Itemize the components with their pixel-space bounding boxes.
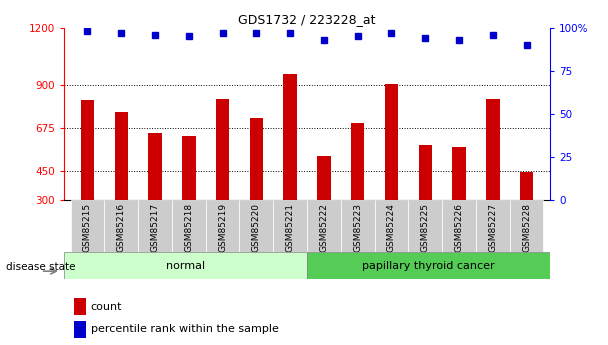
Text: count: count bbox=[91, 302, 122, 312]
Text: GSM85223: GSM85223 bbox=[353, 203, 362, 252]
Bar bbox=[182, 136, 196, 258]
Bar bbox=[307, 252, 550, 279]
Text: GSM85222: GSM85222 bbox=[319, 203, 328, 252]
Bar bbox=[317, 156, 331, 258]
Bar bbox=[105, 200, 138, 252]
Bar bbox=[486, 99, 500, 258]
Text: GSM85224: GSM85224 bbox=[387, 203, 396, 252]
Bar bbox=[138, 200, 172, 252]
Bar bbox=[283, 73, 297, 258]
Bar bbox=[74, 298, 86, 315]
Text: percentile rank within the sample: percentile rank within the sample bbox=[91, 324, 278, 334]
Text: GSM85221: GSM85221 bbox=[286, 203, 295, 252]
Bar bbox=[452, 147, 466, 258]
Text: GSM85220: GSM85220 bbox=[252, 203, 261, 252]
Text: GSM85219: GSM85219 bbox=[218, 203, 227, 252]
Text: GSM85215: GSM85215 bbox=[83, 203, 92, 252]
Bar bbox=[476, 200, 510, 252]
Title: GDS1732 / 223228_at: GDS1732 / 223228_at bbox=[238, 13, 376, 27]
Bar bbox=[409, 200, 442, 252]
Bar bbox=[510, 200, 544, 252]
Bar bbox=[172, 200, 206, 252]
Bar bbox=[273, 200, 307, 252]
Bar bbox=[81, 100, 94, 258]
Text: GSM85226: GSM85226 bbox=[455, 203, 463, 252]
Bar bbox=[341, 200, 375, 252]
Text: normal: normal bbox=[166, 261, 205, 270]
Bar bbox=[240, 200, 273, 252]
Bar bbox=[385, 84, 398, 258]
Bar bbox=[64, 252, 307, 279]
Bar bbox=[250, 118, 263, 258]
Bar bbox=[71, 200, 105, 252]
Text: GSM85225: GSM85225 bbox=[421, 203, 430, 252]
Bar bbox=[375, 200, 409, 252]
Bar bbox=[307, 200, 341, 252]
Bar bbox=[216, 99, 229, 258]
Text: GSM85216: GSM85216 bbox=[117, 203, 126, 252]
Text: GSM85227: GSM85227 bbox=[488, 203, 497, 252]
Bar bbox=[418, 145, 432, 258]
Text: GSM85218: GSM85218 bbox=[184, 203, 193, 252]
Text: papillary thyroid cancer: papillary thyroid cancer bbox=[362, 261, 495, 270]
Bar bbox=[74, 321, 86, 338]
Bar bbox=[206, 200, 240, 252]
Bar bbox=[114, 112, 128, 258]
Text: disease state: disease state bbox=[6, 263, 75, 272]
Bar bbox=[351, 124, 364, 258]
Text: GSM85228: GSM85228 bbox=[522, 203, 531, 252]
Text: GSM85217: GSM85217 bbox=[151, 203, 159, 252]
Bar bbox=[148, 133, 162, 258]
Bar bbox=[520, 172, 533, 258]
Bar bbox=[442, 200, 476, 252]
